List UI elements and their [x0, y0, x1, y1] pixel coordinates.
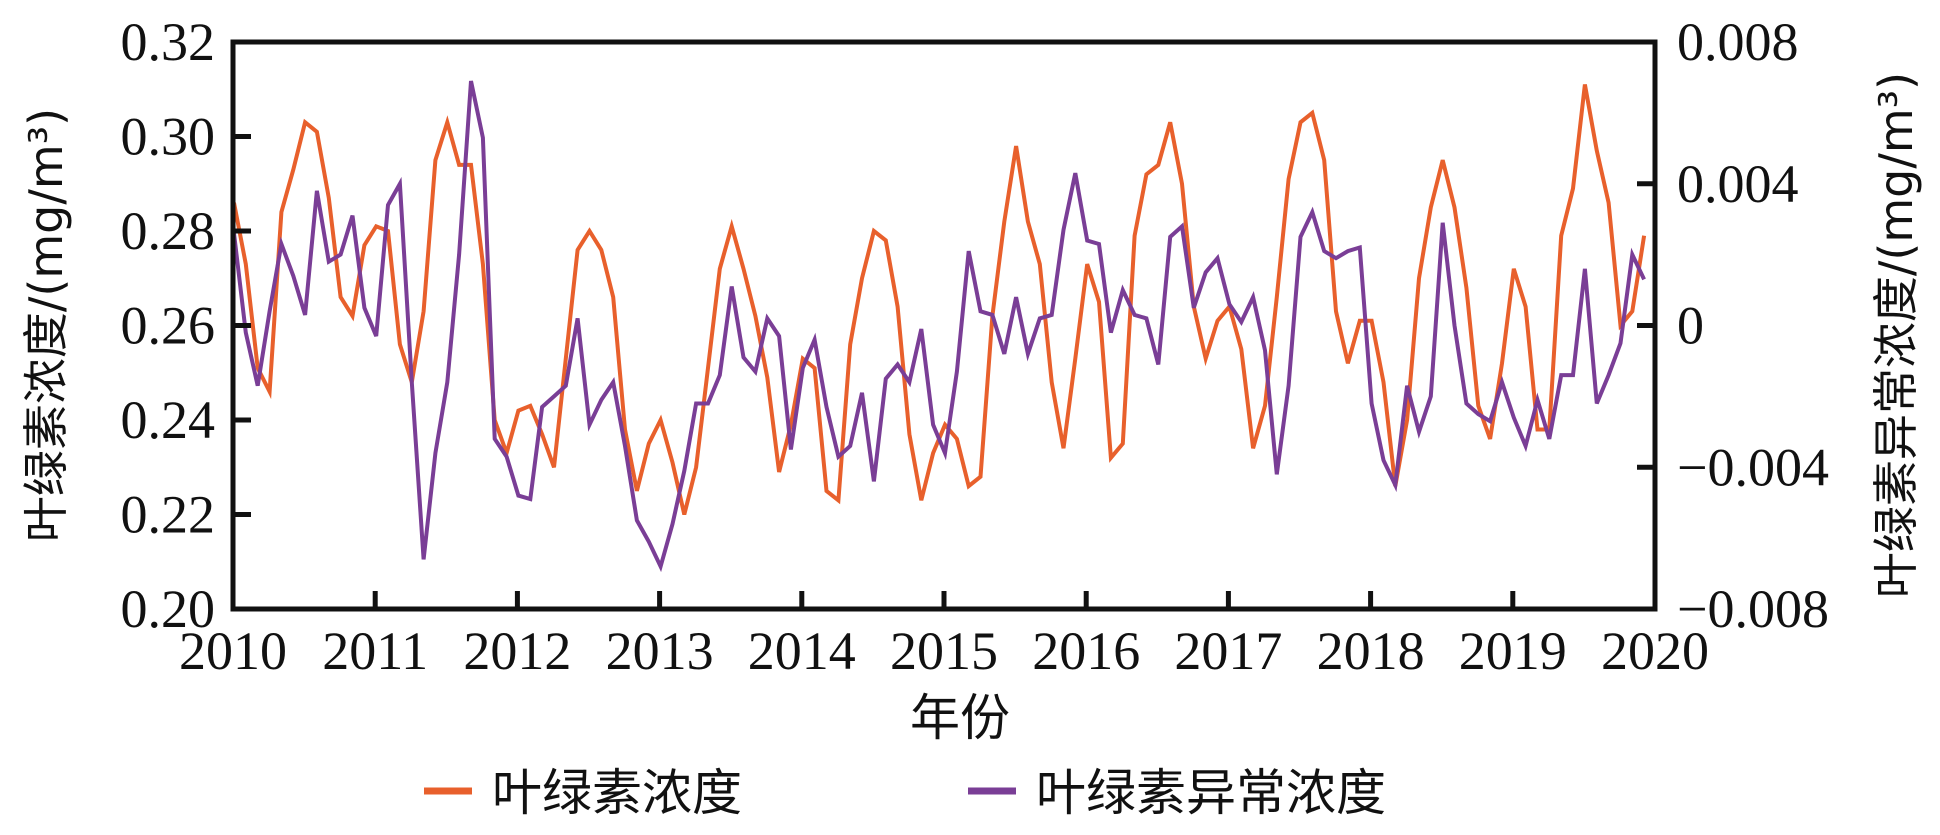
right-y-tick-label: 0.004	[1677, 154, 1799, 214]
legend-label: 叶绿素异常浓度	[1036, 764, 1386, 822]
x-tick-label: 2016	[1032, 621, 1140, 681]
chlorophyll-concentration-line	[232, 84, 1647, 515]
x-tick-label: 2011	[322, 621, 428, 681]
chlorophyll-anomaly-line	[232, 80, 1646, 573]
x-tick-label: 2017	[1174, 621, 1282, 681]
x-tick-label: 2018	[1317, 621, 1425, 681]
axis-ticks	[233, 134, 1655, 609]
right-y-tick-label: 0.008	[1677, 12, 1799, 72]
right-y-axis-tick-labels: −0.008 −0.004 0 0.004 0.008	[1677, 12, 1829, 639]
right-y-axis-title: 叶绿素异常浓度/(mg/m³)	[1869, 72, 1923, 598]
right-y-tick-label: −0.008	[1677, 579, 1829, 639]
legend-item-chlorophyll[interactable]: 叶绿素浓度	[424, 764, 742, 822]
x-tick-label: 2013	[606, 621, 714, 681]
left-y-axis-tick-labels: 0.20 0.22 0.24 0.26 0.28 0.30 0.32	[121, 12, 216, 639]
left-y-axis-title: 叶绿素浓度/(mg/m³)	[19, 108, 73, 542]
plot-lines	[232, 80, 1647, 573]
x-tick-label: 2015	[890, 621, 998, 681]
legend-item-chlorophyll-anomaly[interactable]: 叶绿素异常浓度	[968, 764, 1386, 822]
x-tick-label: 2019	[1459, 621, 1567, 681]
legend: 叶绿素浓度 叶绿素异常浓度	[424, 764, 1386, 822]
left-y-tick-label: 0.20	[121, 579, 216, 639]
right-y-tick-label: 0	[1677, 296, 1704, 356]
legend-label: 叶绿素浓度	[492, 764, 742, 822]
x-tick-label: 2012	[463, 621, 571, 681]
left-y-tick-label: 0.28	[121, 201, 216, 261]
x-tick-label: 2014	[748, 621, 856, 681]
x-axis-tick-labels: 2010 2011 2012 2013 2014 2015 2016 2017 2018 2019…	[179, 621, 1709, 681]
x-tick-label: 2020	[1601, 621, 1709, 681]
left-y-tick-label: 0.24	[121, 390, 216, 450]
right-y-tick-label: −0.004	[1677, 437, 1829, 497]
x-tick-label: 2010	[179, 621, 287, 681]
left-y-tick-label: 0.26	[121, 296, 216, 356]
left-y-tick-label: 0.22	[121, 485, 216, 545]
left-y-tick-label: 0.32	[121, 12, 216, 72]
left-y-tick-label: 0.30	[121, 107, 216, 167]
x-axis-title: 年份	[910, 689, 1010, 747]
